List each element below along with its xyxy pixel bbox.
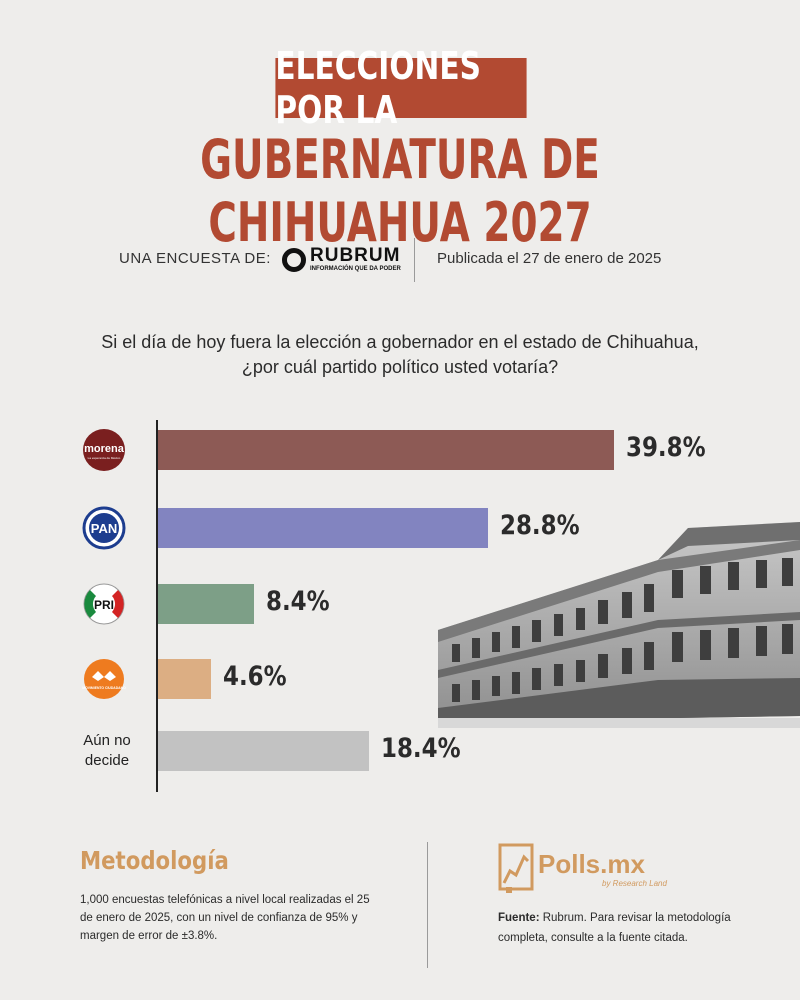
value-label: 4.6% [222, 661, 287, 692]
morena-logo-text: morena [84, 443, 125, 455]
source-divider [414, 238, 415, 282]
footer-divider [427, 842, 428, 968]
bar [158, 508, 488, 548]
chart-axis [156, 420, 158, 792]
morena-logo-subtext: La esperanza de México [88, 456, 121, 460]
source-note-label: Fuente: [498, 912, 540, 924]
undecided-label-line-2: decide [84, 752, 130, 769]
source-row: UNA ENCUESTA DE: RUBRUM INFORMACIÓN QUE … [0, 238, 800, 282]
source-note-text: Rubrum. Para revisar la metodología comp… [498, 912, 731, 944]
bar [158, 430, 614, 470]
undecided-label-line-1: Aún no [83, 732, 131, 749]
polls-chart-icon [498, 843, 534, 893]
bar-row-mc: MOVIMIENTO CIUDADANO 4.6% [0, 657, 800, 701]
undecided-label: Aún no decide [72, 731, 142, 771]
bar-row-morena: morena La esperanza de México 39.8% [0, 428, 800, 472]
methodology-title: Metodología [80, 846, 229, 875]
rubrum-name: RUBRUM [310, 245, 401, 266]
mc-logo-icon: MOVIMIENTO CIUDADANO [82, 659, 126, 699]
pri-logo-icon: PRI [83, 583, 125, 625]
methodology-text: 1,000 encuestas telefónicas a nivel loca… [80, 894, 370, 942]
morena-logo-icon: morena La esperanza de México [83, 429, 125, 471]
source-note: Fuente: Rubrum. Para revisar la metodolo… [498, 908, 738, 948]
value-label: 39.8% [625, 432, 706, 463]
bar-row-pri: PRI 8.4% [0, 582, 800, 626]
published-date: Publicada el 27 de enero de 2025 [437, 250, 662, 267]
rubrum-tagline: INFORMACIÓN QUE DA PODER [310, 266, 401, 272]
bar [158, 659, 211, 699]
polls-mx-logo: Polls.mx by Research Land [498, 843, 668, 895]
mc-logo-text: MOVIMIENTO CIUDADANO [82, 686, 126, 690]
survey-question: Si el día de hoy fuera la elección a gob… [0, 330, 800, 380]
question-line-1: Si el día de hoy fuera la elección a gob… [101, 332, 699, 352]
bar-row-pan: PAN 28.8% [0, 506, 800, 550]
rubrum-logo: RUBRUM INFORMACIÓN QUE DA PODER [282, 244, 402, 278]
polls-mx-sub: by Research Land [602, 879, 667, 888]
bar-row-undecided: Aún no decide 18.4% [0, 729, 800, 773]
pan-logo-icon: PAN [82, 506, 126, 550]
title-line-1: ELECCIONES POR LA [275, 44, 481, 132]
pri-logo-text: PRI [94, 598, 114, 612]
title-banner: ELECCIONES POR LA [275, 44, 527, 132]
rubrum-circle-icon [282, 248, 306, 272]
bar [158, 731, 369, 771]
title-line-2: GUBERNATURA DE CHIHUAHUA 2027 [200, 128, 600, 254]
source-label: UNA ENCUESTA DE: [119, 250, 271, 267]
bar [158, 584, 255, 624]
polls-mx-name: Polls.mx [538, 849, 645, 879]
question-line-2: ¿por cuál partido político usted votaría… [241, 357, 559, 377]
value-label: 18.4% [380, 733, 461, 764]
value-label: 28.8% [499, 510, 580, 541]
value-label: 8.4% [266, 586, 330, 617]
palace-building-image [438, 522, 800, 728]
pan-logo-text: PAN [91, 521, 117, 536]
